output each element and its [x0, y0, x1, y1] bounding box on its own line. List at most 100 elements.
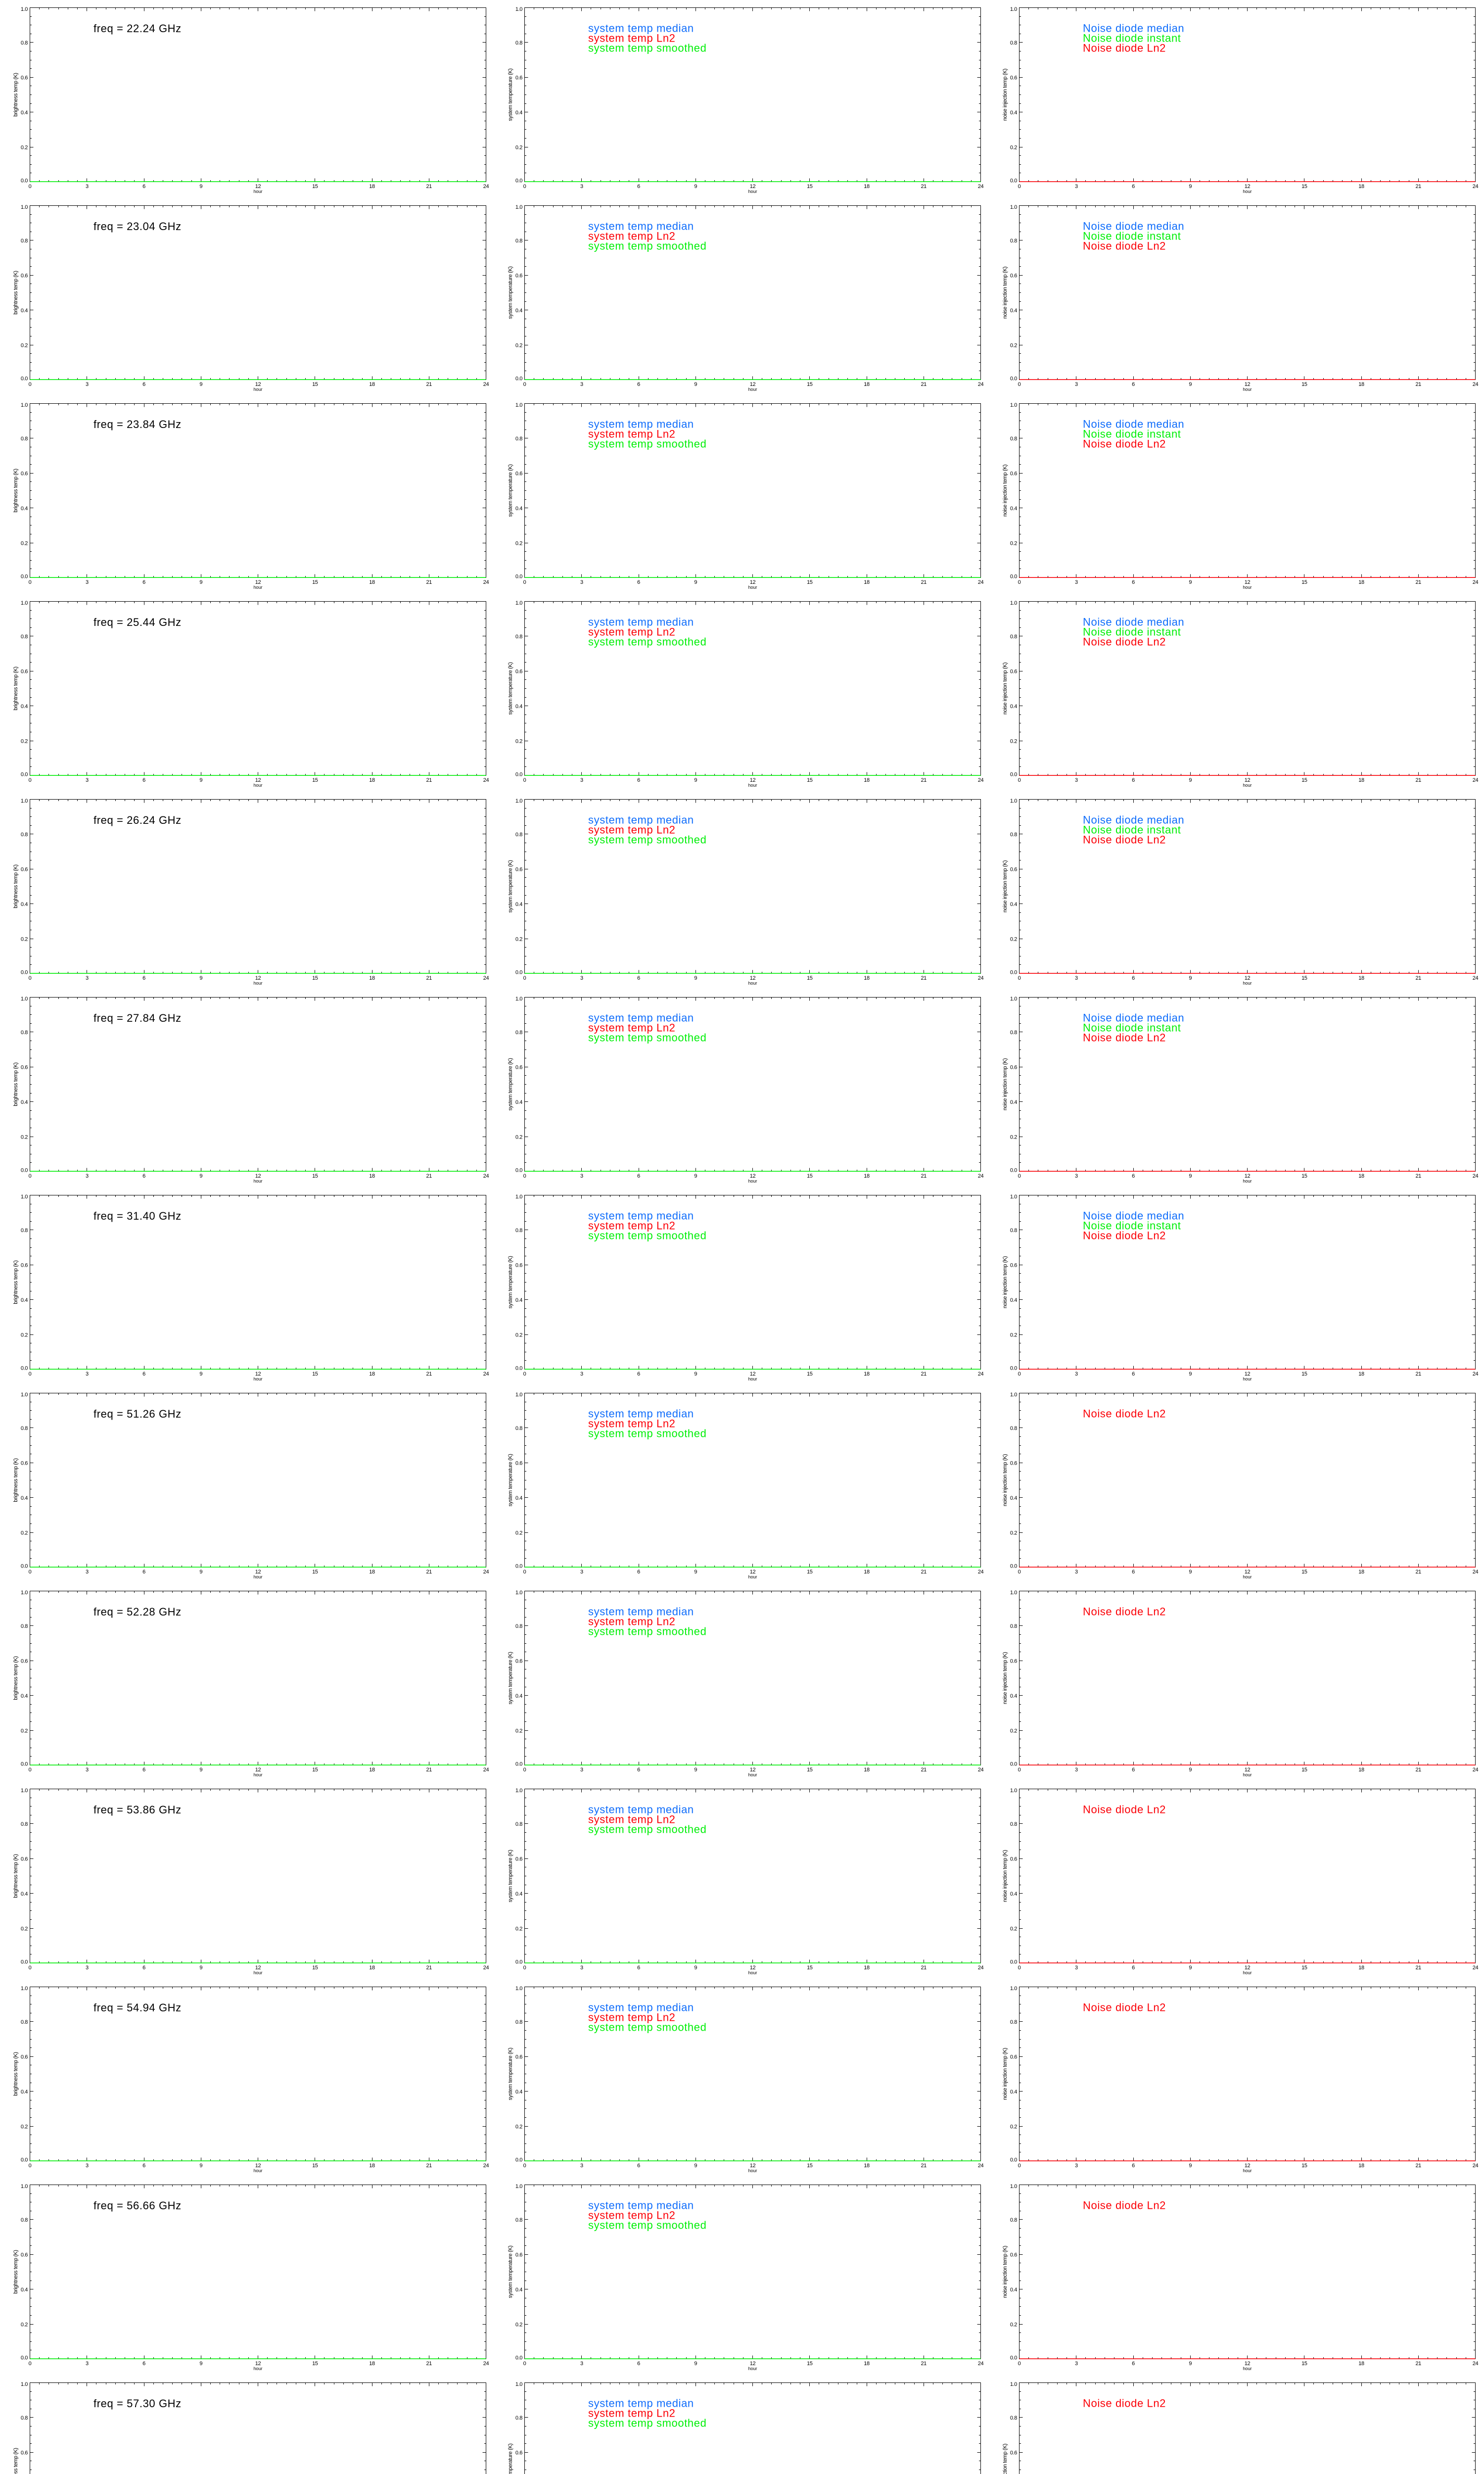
svg-text:0.4: 0.4 [1010, 1495, 1017, 1501]
svg-text:1.0: 1.0 [1010, 1986, 1017, 1992]
svg-text:brightness temp (K): brightness temp (K) [13, 1458, 19, 1502]
svg-text:hour: hour [1243, 387, 1252, 392]
svg-text:9: 9 [1189, 2163, 1192, 2169]
svg-text:1.0: 1.0 [21, 1590, 28, 1596]
svg-text:3: 3 [1075, 2361, 1078, 2367]
svg-text:brightness temp (K): brightness temp (K) [13, 469, 19, 512]
svg-text:noise injection temp (K): noise injection temp (K) [1002, 2444, 1008, 2474]
svg-text:0.0: 0.0 [515, 1168, 522, 1174]
svg-text:24: 24 [978, 184, 984, 190]
svg-text:0.2: 0.2 [515, 936, 522, 942]
svg-text:12: 12 [750, 777, 756, 783]
svg-text:0: 0 [523, 1371, 526, 1377]
svg-text:12: 12 [1245, 381, 1251, 387]
svg-text:6: 6 [1132, 2361, 1135, 2367]
svg-text:24: 24 [483, 975, 489, 981]
svg-text:15: 15 [1301, 1569, 1307, 1575]
svg-text:1.0: 1.0 [21, 6, 28, 12]
svg-text:0.0: 0.0 [21, 2157, 28, 2163]
svg-text:Noise diode Ln2: Noise diode Ln2 [1083, 1032, 1166, 1044]
svg-text:brightness temp (K): brightness temp (K) [13, 864, 19, 908]
svg-text:18: 18 [864, 1569, 870, 1575]
svg-text:12: 12 [1245, 2163, 1251, 2169]
svg-text:0.6: 0.6 [515, 471, 522, 477]
svg-text:15: 15 [807, 1371, 813, 1377]
svg-text:0.0: 0.0 [515, 1564, 522, 1570]
svg-text:0: 0 [1018, 1371, 1021, 1377]
svg-text:freq = 27.84 GHz: freq = 27.84 GHz [93, 1012, 182, 1024]
svg-text:24: 24 [978, 381, 984, 387]
svg-text:0.2: 0.2 [21, 936, 28, 942]
svg-text:12: 12 [1245, 1173, 1251, 1179]
svg-text:Noise diode median: Noise diode median [1083, 1012, 1184, 1024]
svg-text:0.2: 0.2 [21, 342, 28, 348]
svg-text:24: 24 [1473, 381, 1479, 387]
svg-text:24: 24 [483, 1371, 489, 1377]
svg-text:0.2: 0.2 [21, 540, 28, 546]
svg-text:hour: hour [1243, 1574, 1252, 1579]
svg-text:6: 6 [637, 184, 640, 190]
svg-text:system temperature (K): system temperature (K) [508, 1652, 513, 1704]
svg-text:system temp Ln2: system temp Ln2 [588, 230, 676, 242]
svg-text:0.0: 0.0 [21, 1168, 28, 1174]
svg-text:3: 3 [580, 1173, 583, 1179]
svg-text:12: 12 [750, 1965, 756, 1971]
svg-text:Noise diode Ln2: Noise diode Ln2 [1083, 1804, 1166, 1816]
svg-text:0.8: 0.8 [1010, 1623, 1017, 1629]
svg-text:1.0: 1.0 [515, 1194, 522, 1200]
svg-text:0.8: 0.8 [1010, 238, 1017, 244]
svg-text:Noise diode Ln2: Noise diode Ln2 [1083, 636, 1166, 648]
svg-text:12: 12 [750, 1767, 756, 1773]
svg-text:0.0: 0.0 [1010, 178, 1017, 184]
svg-text:3: 3 [86, 381, 89, 387]
svg-text:18: 18 [369, 1767, 375, 1773]
svg-text:3: 3 [86, 1767, 89, 1773]
svg-text:18: 18 [1358, 579, 1364, 585]
svg-text:brightness temp (K): brightness temp (K) [13, 1062, 19, 1106]
svg-text:0.2: 0.2 [515, 540, 522, 546]
svg-text:0.4: 0.4 [1010, 1693, 1017, 1699]
svg-text:0: 0 [29, 381, 32, 387]
svg-text:3: 3 [86, 1173, 89, 1179]
svg-text:0.6: 0.6 [1010, 273, 1017, 279]
svg-text:0.8: 0.8 [515, 634, 522, 640]
svg-text:Noise diode Ln2: Noise diode Ln2 [1083, 42, 1166, 54]
svg-text:15: 15 [312, 1371, 318, 1377]
svg-text:0.2: 0.2 [21, 1134, 28, 1140]
svg-text:hour: hour [748, 2168, 757, 2173]
svg-text:0.6: 0.6 [515, 1461, 522, 1467]
svg-text:15: 15 [312, 2163, 318, 2169]
svg-text:9: 9 [694, 1371, 697, 1377]
svg-text:0.4: 0.4 [515, 2287, 522, 2293]
svg-text:18: 18 [1358, 1965, 1364, 1971]
svg-text:0.6: 0.6 [515, 1065, 522, 1071]
svg-text:6: 6 [637, 2361, 640, 2367]
svg-text:hour: hour [748, 783, 757, 788]
svg-text:0.4: 0.4 [21, 1297, 28, 1303]
svg-text:0.4: 0.4 [1010, 2287, 1017, 2293]
svg-text:6: 6 [1132, 1173, 1135, 1179]
svg-text:6: 6 [637, 1371, 640, 1377]
svg-text:hour: hour [253, 1772, 262, 1777]
svg-text:0.2: 0.2 [1010, 1530, 1017, 1536]
svg-text:24: 24 [978, 975, 984, 981]
svg-text:21: 21 [1415, 975, 1421, 981]
svg-text:system temp median: system temp median [588, 1012, 694, 1024]
svg-text:15: 15 [312, 184, 318, 190]
svg-text:noise injection temp (K): noise injection temp (K) [1002, 1850, 1008, 1902]
svg-text:noise injection temp (K): noise injection temp (K) [1002, 69, 1008, 121]
svg-text:1.0: 1.0 [1010, 798, 1017, 804]
svg-text:brightness temp (K): brightness temp (K) [13, 1854, 19, 1898]
svg-text:0.4: 0.4 [1010, 704, 1017, 710]
svg-text:3: 3 [580, 2163, 583, 2169]
svg-text:system temp median: system temp median [588, 1804, 694, 1816]
svg-text:Noise diode Ln2: Noise diode Ln2 [1083, 2001, 1166, 2014]
svg-text:21: 21 [426, 1173, 432, 1179]
svg-text:9: 9 [694, 2361, 697, 2367]
svg-text:system temp smoothed: system temp smoothed [588, 1032, 706, 1044]
svg-text:0: 0 [523, 1173, 526, 1179]
svg-text:0.4: 0.4 [1010, 1891, 1017, 1897]
svg-text:0.2: 0.2 [515, 1926, 522, 1932]
svg-text:3: 3 [1075, 579, 1078, 585]
svg-text:brightness temp (K): brightness temp (K) [13, 1260, 19, 1304]
